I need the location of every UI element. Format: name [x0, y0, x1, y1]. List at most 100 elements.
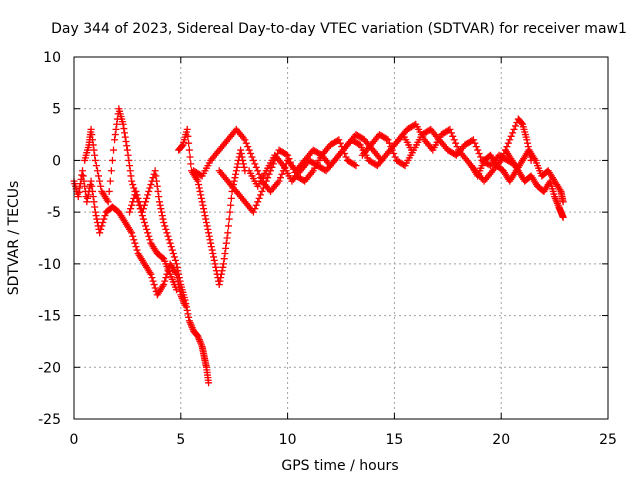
- data-point: [153, 182, 161, 190]
- data-point: [76, 180, 84, 188]
- series-markers: [81, 105, 181, 294]
- data-point: [252, 201, 260, 209]
- y-tick-label: -20: [38, 360, 61, 376]
- data-point: [163, 229, 171, 237]
- data-point: [123, 146, 131, 154]
- data-point: [101, 212, 109, 220]
- data-point: [184, 132, 192, 140]
- data-point: [125, 156, 133, 164]
- data-point: [390, 150, 398, 158]
- plot-frame: [73, 56, 609, 420]
- data-point: [450, 136, 458, 144]
- data-point: [169, 250, 177, 258]
- data-point: [104, 198, 112, 206]
- data-point: [157, 205, 165, 213]
- data-point: [162, 225, 170, 233]
- x-tick-label: 10: [279, 432, 297, 448]
- data-point: [452, 139, 460, 147]
- data-point: [254, 198, 262, 206]
- data-point: [184, 310, 192, 318]
- data-point: [385, 139, 393, 147]
- data-point: [121, 133, 129, 141]
- data-point: [112, 125, 120, 133]
- data-point: [127, 172, 135, 180]
- data-point: [166, 239, 174, 247]
- data-point: [199, 201, 207, 209]
- data-point: [132, 243, 140, 251]
- data-point: [227, 194, 235, 202]
- data-point: [217, 274, 225, 282]
- data-point: [388, 146, 396, 154]
- data-point: [107, 167, 115, 175]
- data-point: [147, 270, 155, 278]
- y-tick-label: 10: [43, 50, 61, 66]
- data-point: [559, 213, 567, 221]
- data-point: [506, 136, 514, 144]
- data-point: [151, 284, 159, 292]
- data-point: [241, 136, 249, 144]
- data-point: [198, 198, 206, 206]
- data-point: [144, 229, 152, 237]
- data-point: [162, 274, 170, 282]
- data-point: [210, 253, 218, 261]
- data-point: [143, 194, 151, 202]
- data-point: [285, 155, 293, 163]
- data-point: [148, 274, 156, 282]
- data-point: [237, 146, 245, 154]
- data-point: [154, 187, 162, 195]
- data-point: [469, 136, 477, 144]
- data-point: [150, 281, 158, 289]
- data-point: [151, 167, 159, 175]
- data-point: [158, 212, 166, 220]
- data-point: [251, 205, 259, 213]
- data-point: [144, 191, 152, 199]
- data-point: [447, 129, 455, 137]
- data-point: [249, 208, 257, 216]
- data-point: [221, 250, 229, 258]
- data-point: [477, 153, 485, 161]
- data-point: [335, 136, 343, 144]
- data-point: [155, 193, 163, 201]
- data-point: [129, 198, 137, 206]
- data-point: [207, 239, 215, 247]
- data-point: [90, 146, 98, 154]
- data-point: [559, 198, 567, 206]
- x-tick-label: 25: [599, 432, 617, 448]
- data-point: [92, 212, 100, 220]
- data-point: [93, 167, 101, 175]
- data-point: [139, 205, 147, 213]
- data-point: [202, 215, 210, 223]
- data-point: [195, 181, 203, 189]
- data-point: [209, 250, 217, 258]
- data-point: [182, 303, 190, 311]
- data-point: [126, 162, 134, 170]
- data-point: [90, 198, 98, 206]
- data-point: [264, 174, 272, 182]
- data-point: [223, 234, 231, 242]
- chart-title: Day 344 of 2023, Sidereal Day-to-day VTE…: [51, 21, 627, 37]
- data-point: [175, 270, 183, 278]
- data-point: [111, 136, 119, 144]
- data-point: [105, 187, 113, 195]
- data-point: [164, 232, 172, 240]
- data-point: [254, 167, 262, 175]
- data-point: [99, 218, 107, 226]
- data-point: [91, 208, 99, 216]
- data-point: [138, 208, 146, 216]
- data-point: [207, 243, 215, 251]
- data-point: [258, 187, 266, 195]
- data-point: [282, 150, 290, 158]
- data-point: [89, 193, 97, 201]
- data-point: [232, 170, 240, 178]
- data-point: [95, 172, 103, 180]
- data-point: [200, 205, 208, 213]
- data-point: [123, 142, 131, 150]
- axis-ticks: 0 5 10 15 20 25 -25 -20 -15 -10 -5 0 5 10: [38, 50, 617, 448]
- data-point: [146, 236, 154, 244]
- data-point: [230, 177, 238, 185]
- series-markers: [501, 146, 567, 221]
- data-point: [342, 153, 350, 161]
- data-point: [111, 131, 119, 139]
- data-point: [142, 198, 150, 206]
- data-point: [89, 141, 97, 149]
